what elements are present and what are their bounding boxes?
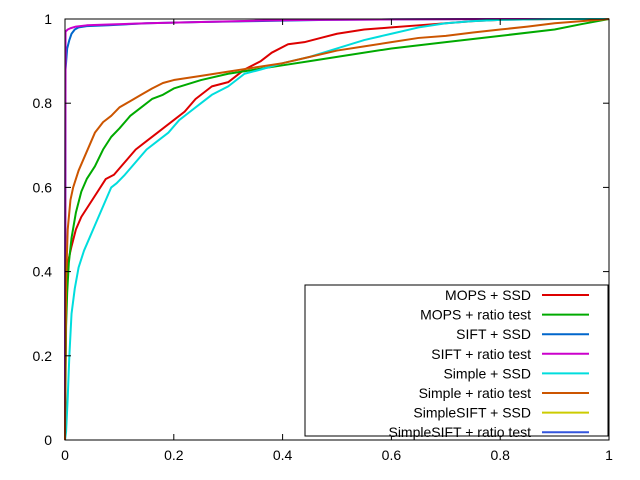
legend-label-6: SimpleSIFT + SSD <box>413 405 531 421</box>
plot-frame <box>64 18 610 441</box>
legend-label-7: SimpleSIFT + ratio test <box>388 424 531 440</box>
series-line-0 <box>64 18 609 441</box>
y-tick-label: 0 <box>44 432 52 448</box>
x-tick-label: 1 <box>605 447 613 463</box>
y-tick-label: 1 <box>44 11 52 27</box>
x-tick-label: 0 <box>61 447 69 463</box>
legend-label-2: SIFT + SSD <box>456 326 531 342</box>
x-tick-label: 0.4 <box>273 447 293 463</box>
axis-ticks: 0 0.2 0.4 0.6 0.8 1 0 0.2 0.4 0.6 0.8 1 <box>33 11 614 463</box>
x-tick-label: 0.6 <box>382 447 402 463</box>
series-line-5 <box>64 18 610 441</box>
x-tick-label: 0.8 <box>490 447 510 463</box>
y-tick-label: 0.4 <box>33 264 53 280</box>
legend-label-0: MOPS + SSD <box>445 287 531 303</box>
y-tick-label: 0.2 <box>33 348 53 364</box>
x-tick-label: 0.2 <box>164 447 184 463</box>
legend-label-5: Simple + ratio test <box>419 385 532 401</box>
legend: MOPS + SSD MOPS + ratio test SIFT + SSD SIF… <box>304 284 609 440</box>
series-line-4 <box>64 18 609 441</box>
series-layer <box>64 18 610 441</box>
legend-box <box>304 284 609 437</box>
legend-label-4: Simple + SSD <box>443 365 531 381</box>
y-tick-label: 0.6 <box>33 179 53 195</box>
legend-label-3: SIFT + ratio test <box>431 346 531 362</box>
legend-label-1: MOPS + ratio test <box>420 307 531 323</box>
series-line-1 <box>64 18 610 441</box>
y-tick-label: 0.8 <box>33 95 53 111</box>
